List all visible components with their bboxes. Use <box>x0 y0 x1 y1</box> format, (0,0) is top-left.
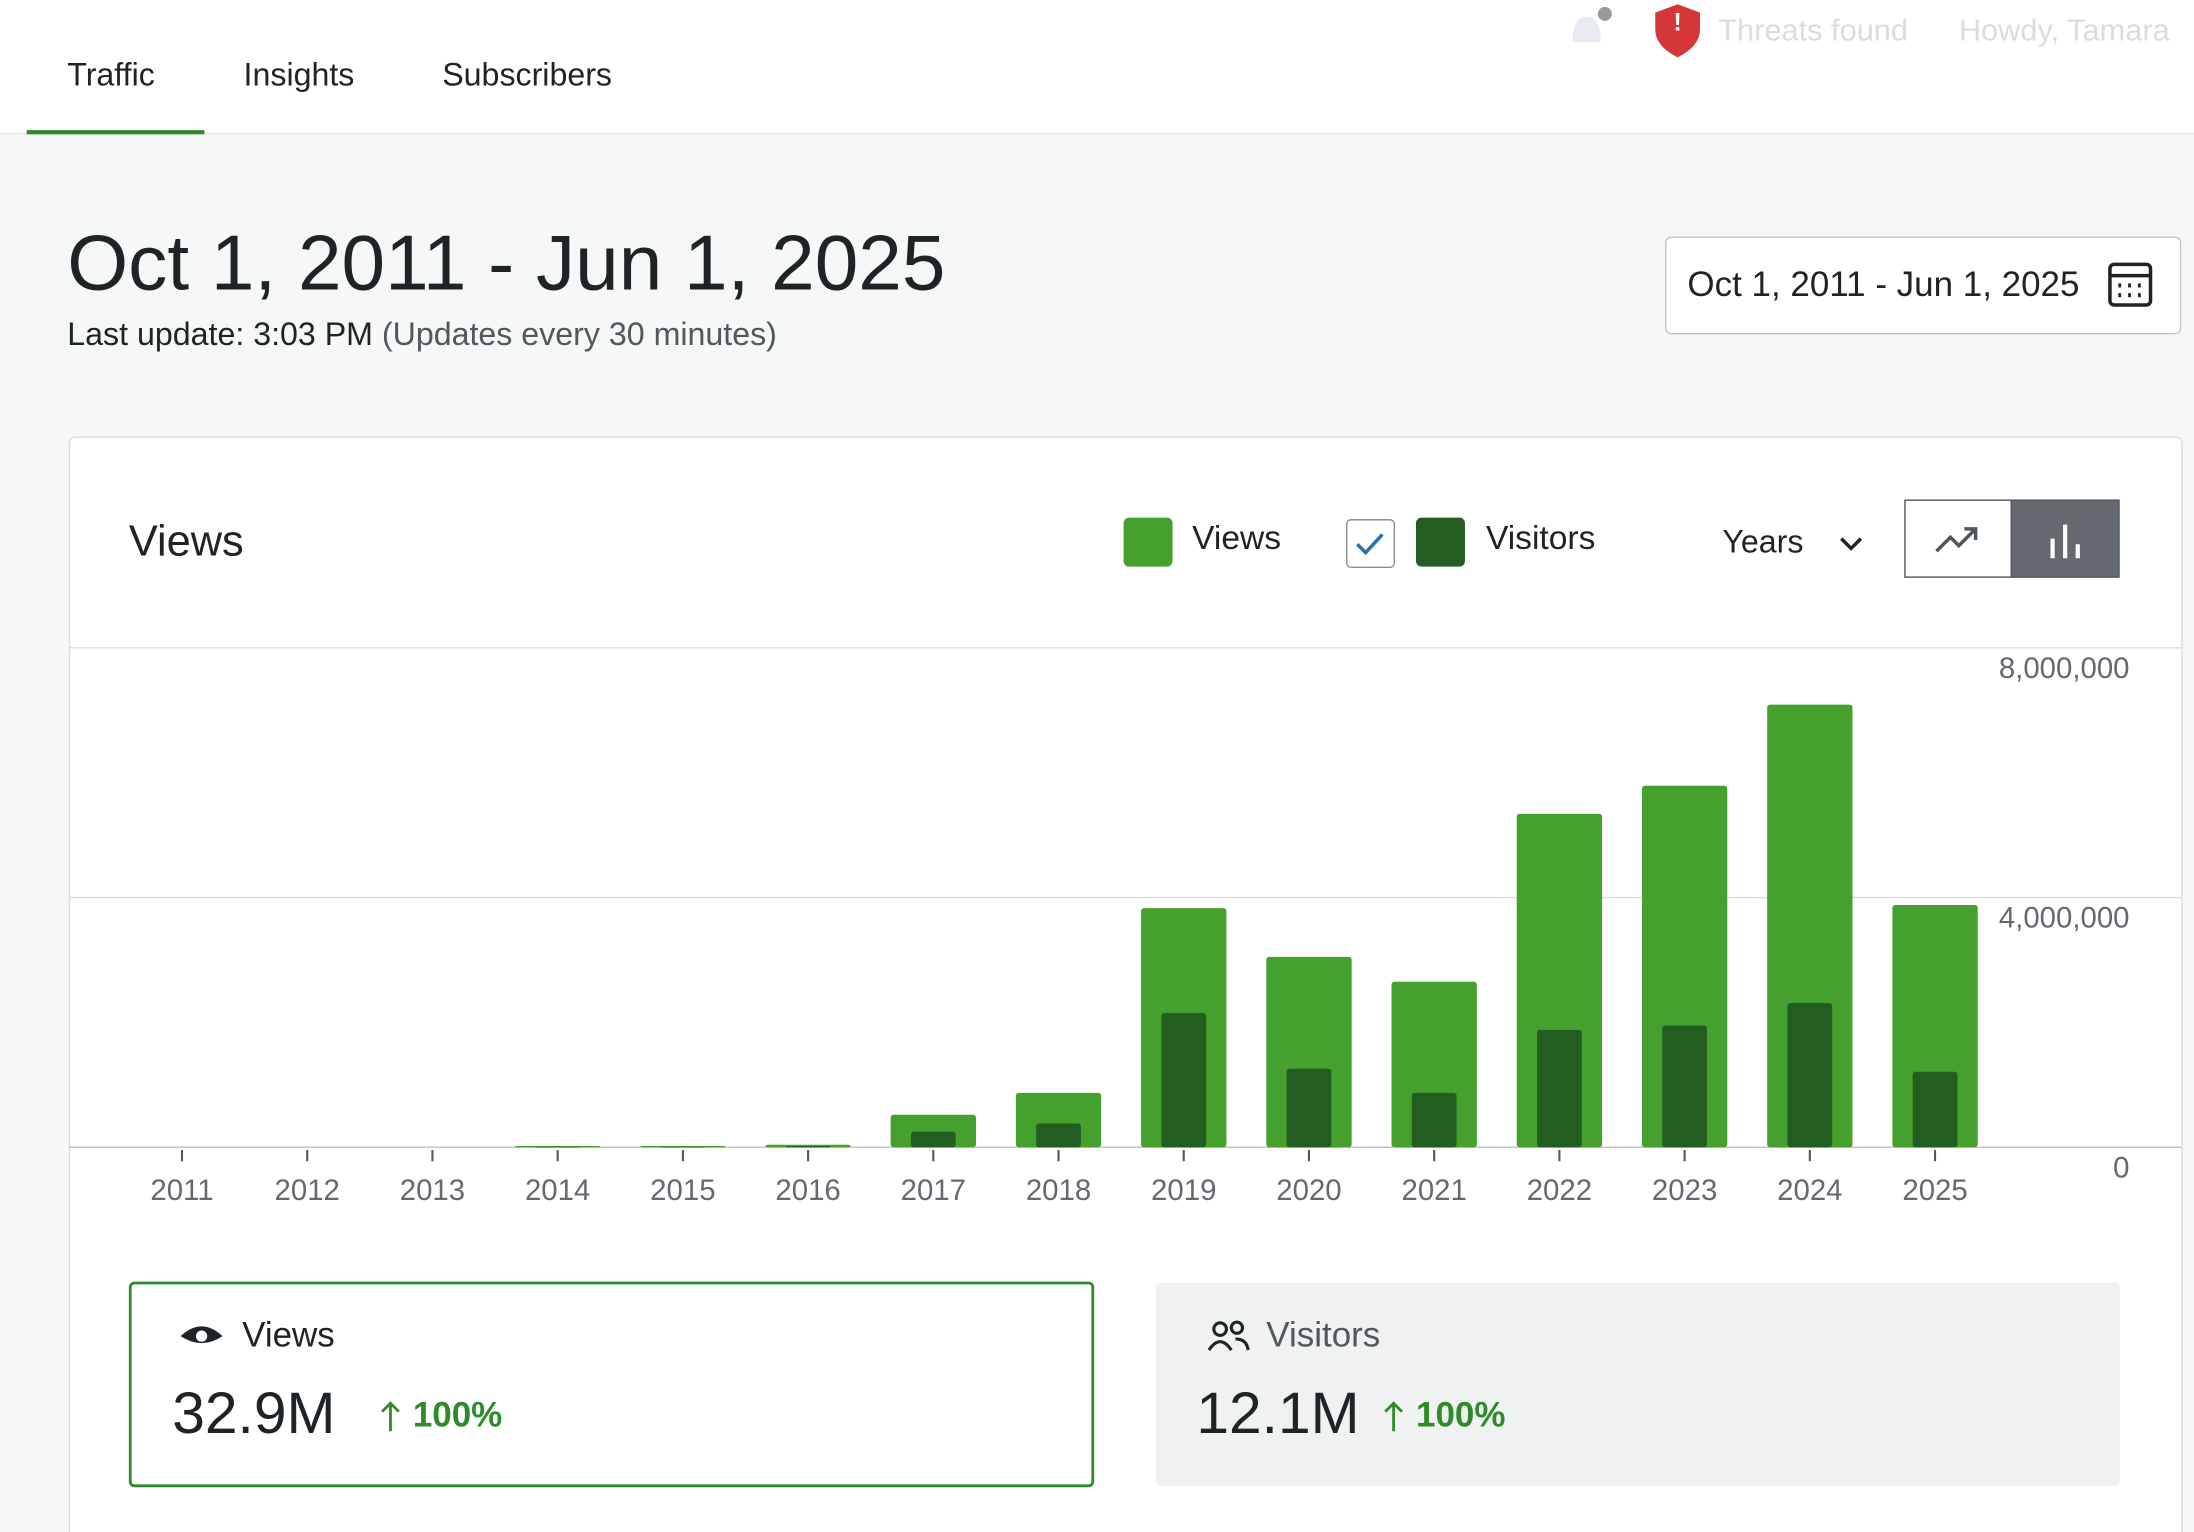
visitors-stat-card[interactable] <box>1155 1282 2120 1486</box>
bars-icon <box>2050 524 2080 559</box>
bar <box>1787 1003 1833 1148</box>
bar <box>1912 1071 1958 1148</box>
views-stat-card[interactable] <box>128 1281 1095 1488</box>
tab[interactable]: Subscribers <box>442 56 612 92</box>
tab[interactable]: Insights <box>244 56 355 92</box>
chart-title: Views <box>129 518 244 566</box>
date-picker-label: Oct 1, 2011 - Jun 1, 2025 <box>1687 265 2079 304</box>
chevron-icon <box>1840 537 1863 551</box>
update-note: (Updates every 30 minutes) <box>382 315 777 351</box>
bar <box>785 1146 831 1148</box>
x-tick-label: 2025 <box>1902 1174 1967 1207</box>
stat-value: 32.9M <box>172 1381 335 1446</box>
x-tick-label: 2020 <box>1276 1174 1341 1207</box>
bar <box>1036 1123 1081 1148</box>
stat-label: Views <box>242 1316 335 1355</box>
bar <box>1537 1029 1582 1148</box>
stat-change: 100% <box>413 1396 502 1435</box>
threats-link[interactable]: Threats found <box>1718 12 1908 47</box>
x-tick-label: 2024 <box>1777 1174 1842 1207</box>
bar <box>1411 1092 1457 1148</box>
tab[interactable]: Traffic <box>67 56 155 92</box>
visitors-checkbox[interactable] <box>1346 519 1396 569</box>
legend-label: Views <box>1192 520 1281 557</box>
shield-mark: ! <box>1673 8 1681 36</box>
calendar-icon <box>2108 262 2153 307</box>
date-picker[interactable] <box>1665 236 2182 335</box>
up-arrow <box>381 1401 400 1432</box>
x-tick-label: 2018 <box>1026 1174 1091 1207</box>
x-tick-label: 2014 <box>525 1174 590 1207</box>
x-tick-label: 2023 <box>1652 1174 1717 1207</box>
update-info: Last update: 3:03 PM (Updates every 30 m… <box>67 315 777 351</box>
chart-card <box>68 436 2183 1532</box>
legend-swatch <box>1123 517 1173 567</box>
trend-icon <box>1935 527 1978 553</box>
x-tick-label: 2012 <box>275 1174 340 1207</box>
page-title: Oct 1, 2011 - Jun 1, 2025 <box>67 218 945 306</box>
tab-underline <box>26 130 205 135</box>
top-bar <box>0 0 2194 133</box>
bar <box>1662 1025 1708 1148</box>
stat-change: 100% <box>1416 1396 1505 1435</box>
legend-swatch <box>1415 517 1465 567</box>
people-icon <box>1207 1320 1250 1352</box>
last-update: Last update: 3:03 PM <box>67 315 373 351</box>
x-tick-label: 2021 <box>1402 1174 1467 1207</box>
up-arrow <box>1384 1401 1403 1432</box>
bar <box>1286 1068 1332 1148</box>
shield-icon <box>1655 4 1701 58</box>
x-tick-label: 2011 <box>150 1174 213 1207</box>
stat-value: 12.1M <box>1196 1381 1359 1446</box>
plot: 0 4,000,000 8,000,000 2011 2012 2013 2014 2015 2… <box>68 647 2182 1207</box>
legend: Views Visitors <box>1123 517 1595 567</box>
checkmark <box>1355 533 1384 556</box>
x-tick-label: 2015 <box>650 1174 715 1207</box>
bar <box>535 1146 581 1148</box>
eye-pupil <box>195 1330 208 1342</box>
period-select[interactable]: Years <box>1722 524 1803 560</box>
bar <box>910 1131 956 1148</box>
greeting[interactable]: Howdy, Tamara <box>1959 12 2171 47</box>
stat-label: Visitors <box>1266 1316 1380 1355</box>
y-tick-label: 0 <box>2113 1151 2129 1184</box>
notification-dot <box>1597 6 1612 21</box>
x-tick-label: 2013 <box>400 1174 465 1207</box>
x-tick-label: 2017 <box>901 1174 966 1207</box>
line-chart-toggle[interactable] <box>1904 499 2013 578</box>
y-tick-label: 8,000,000 <box>1999 652 2130 685</box>
x-tick-label: 2022 <box>1527 1174 1592 1207</box>
bell-icon[interactable] <box>1572 16 1601 42</box>
bar <box>660 1146 706 1148</box>
legend-label: Visitors <box>1486 520 1595 557</box>
y-tick-label: 4,000,000 <box>1999 902 2130 935</box>
bar <box>1161 1013 1207 1148</box>
x-tick-label: 2016 <box>775 1174 840 1207</box>
x-tick-label: 2019 <box>1151 1174 1216 1207</box>
